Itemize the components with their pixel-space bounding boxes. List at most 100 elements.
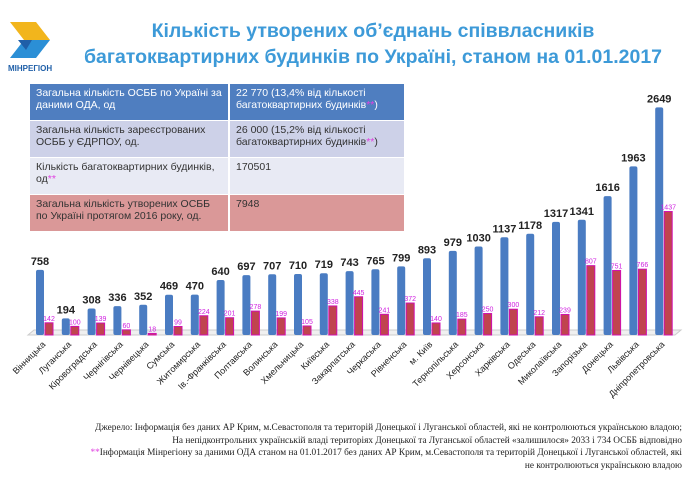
bar-2016	[44, 322, 54, 336]
data-label-2016: 140	[430, 316, 442, 323]
bar-2016	[637, 268, 647, 336]
data-label-2016: 300	[508, 302, 520, 309]
data-label-total: 799	[392, 252, 410, 264]
data-label-total: 979	[444, 237, 462, 249]
bar-total	[294, 273, 302, 335]
data-label-2016: 372	[404, 296, 416, 303]
row-value: 170501	[229, 157, 406, 195]
summary-table: Загальна кількість ОСББ по Україні за да…	[30, 84, 406, 232]
bar-total	[165, 294, 173, 335]
data-label-2016: 338	[327, 299, 339, 306]
data-label-total: 470	[186, 281, 204, 293]
bar-2016	[612, 269, 622, 336]
bar-total	[345, 271, 354, 335]
data-label-2016: 199	[275, 311, 287, 318]
bar-2016	[354, 296, 364, 336]
bar-total	[397, 266, 406, 335]
bar-total	[61, 318, 70, 335]
data-label-total: 640	[211, 266, 229, 278]
data-label-total: 765	[366, 255, 384, 267]
data-label-total: 893	[418, 244, 436, 256]
page-title: Кількість утворених об’єднань співвласни…	[83, 20, 663, 68]
bar-2016	[379, 313, 389, 336]
bar-2016	[508, 308, 518, 336]
data-label-total: 758	[31, 256, 49, 268]
bar-total	[603, 196, 612, 335]
data-label-total: 194	[57, 304, 76, 316]
data-label-total: 719	[315, 259, 333, 271]
data-label-total: 352	[134, 291, 152, 303]
data-label-2016: 278	[250, 304, 262, 311]
data-label-total: 710	[289, 260, 307, 272]
bar-total	[629, 166, 638, 335]
data-label-total: 2649	[647, 93, 671, 105]
data-label-2016: 250	[482, 307, 494, 314]
bar-total	[190, 294, 199, 335]
bar-total	[36, 269, 44, 335]
data-label-2016: 18	[148, 326, 156, 333]
data-label-2016: 751	[611, 263, 623, 270]
data-label-total: 469	[160, 281, 178, 293]
data-label-2016: 99	[174, 319, 182, 326]
data-label-total: 707	[263, 260, 281, 272]
logo-text: МІНРЕГІОН	[8, 64, 53, 73]
bar-2016	[534, 316, 544, 336]
bar-total	[423, 258, 431, 335]
data-label-total: 1616	[595, 182, 619, 194]
bar-chart: 758142Вінницька194100Луганська308139Кіро…	[11, 93, 683, 399]
data-label-2016: 100	[69, 319, 81, 326]
data-label-2016: 445	[353, 290, 365, 297]
bar-2016	[457, 318, 467, 336]
bar-2016	[199, 315, 209, 336]
bar-total	[216, 280, 225, 335]
bar-2016	[121, 329, 131, 336]
footer-source: Джерело: Інформація без даних АР Крим, м…	[95, 423, 682, 433]
bar-2016	[483, 313, 493, 336]
bar-total	[371, 269, 380, 335]
table-row: Загальна кількість зареєстрованих ОСББ у…	[30, 120, 406, 158]
data-label-total: 1178	[518, 220, 542, 232]
data-label-2016: 105	[301, 319, 313, 326]
bar-2016	[70, 325, 80, 336]
data-label-total: 697	[237, 261, 255, 273]
data-label-2016: 201	[224, 311, 236, 318]
bar-2016	[405, 302, 415, 336]
bar-2016	[147, 332, 157, 336]
data-label-total: 1317	[544, 208, 568, 220]
table-row: Кількість багатоквартирних будинків, од*…	[30, 157, 406, 195]
footer-note: На непідконтрольних українській владі те…	[172, 435, 682, 446]
data-label-2016: 224	[198, 309, 210, 316]
data-label-total: 1137	[492, 223, 516, 235]
row-label: Загальна кількість ОСББ по Україні за да…	[30, 84, 230, 121]
footer-notes: Джерело: Інформація без даних АР Крим, м…	[2, 422, 682, 472]
data-label-total: 1341	[570, 206, 594, 218]
data-label-total: 1030	[466, 232, 490, 244]
data-label-2016: 241	[379, 307, 391, 314]
data-label-2016: 1437	[660, 205, 676, 212]
data-label-2016: 142	[43, 316, 55, 323]
data-label-total: 308	[82, 295, 100, 307]
data-label-2016: 60	[123, 323, 131, 330]
row-value: 7948	[229, 194, 406, 232]
bar-2016	[328, 305, 338, 336]
data-label-2016: 807	[585, 259, 597, 266]
bar-total	[139, 304, 148, 335]
minregion-logo	[10, 22, 50, 58]
data-label-2016: 766	[637, 262, 649, 269]
row-value: 26 000 (15,2% від кількості багатокварти…	[229, 120, 406, 158]
bar-total	[268, 274, 277, 335]
data-label-total: 336	[108, 292, 126, 304]
bar-total	[319, 273, 328, 335]
bar-total	[552, 221, 560, 335]
bar-total	[500, 237, 509, 335]
bar-2016	[663, 211, 673, 336]
bar-2016	[173, 325, 183, 336]
bar-2016	[431, 322, 441, 336]
data-label-2016: 139	[95, 316, 107, 323]
footer-note-star: **Інформація Мінрегіону за даними ОДА ст…	[90, 448, 682, 458]
row-label: Кількість багатоквартирних будинків, од*…	[30, 157, 230, 195]
bar-2016	[250, 310, 260, 336]
bar-2016	[586, 265, 596, 336]
row-value: 22 770 (13,4% від кількості багатокварти…	[229, 84, 406, 121]
bar-total	[113, 306, 122, 335]
